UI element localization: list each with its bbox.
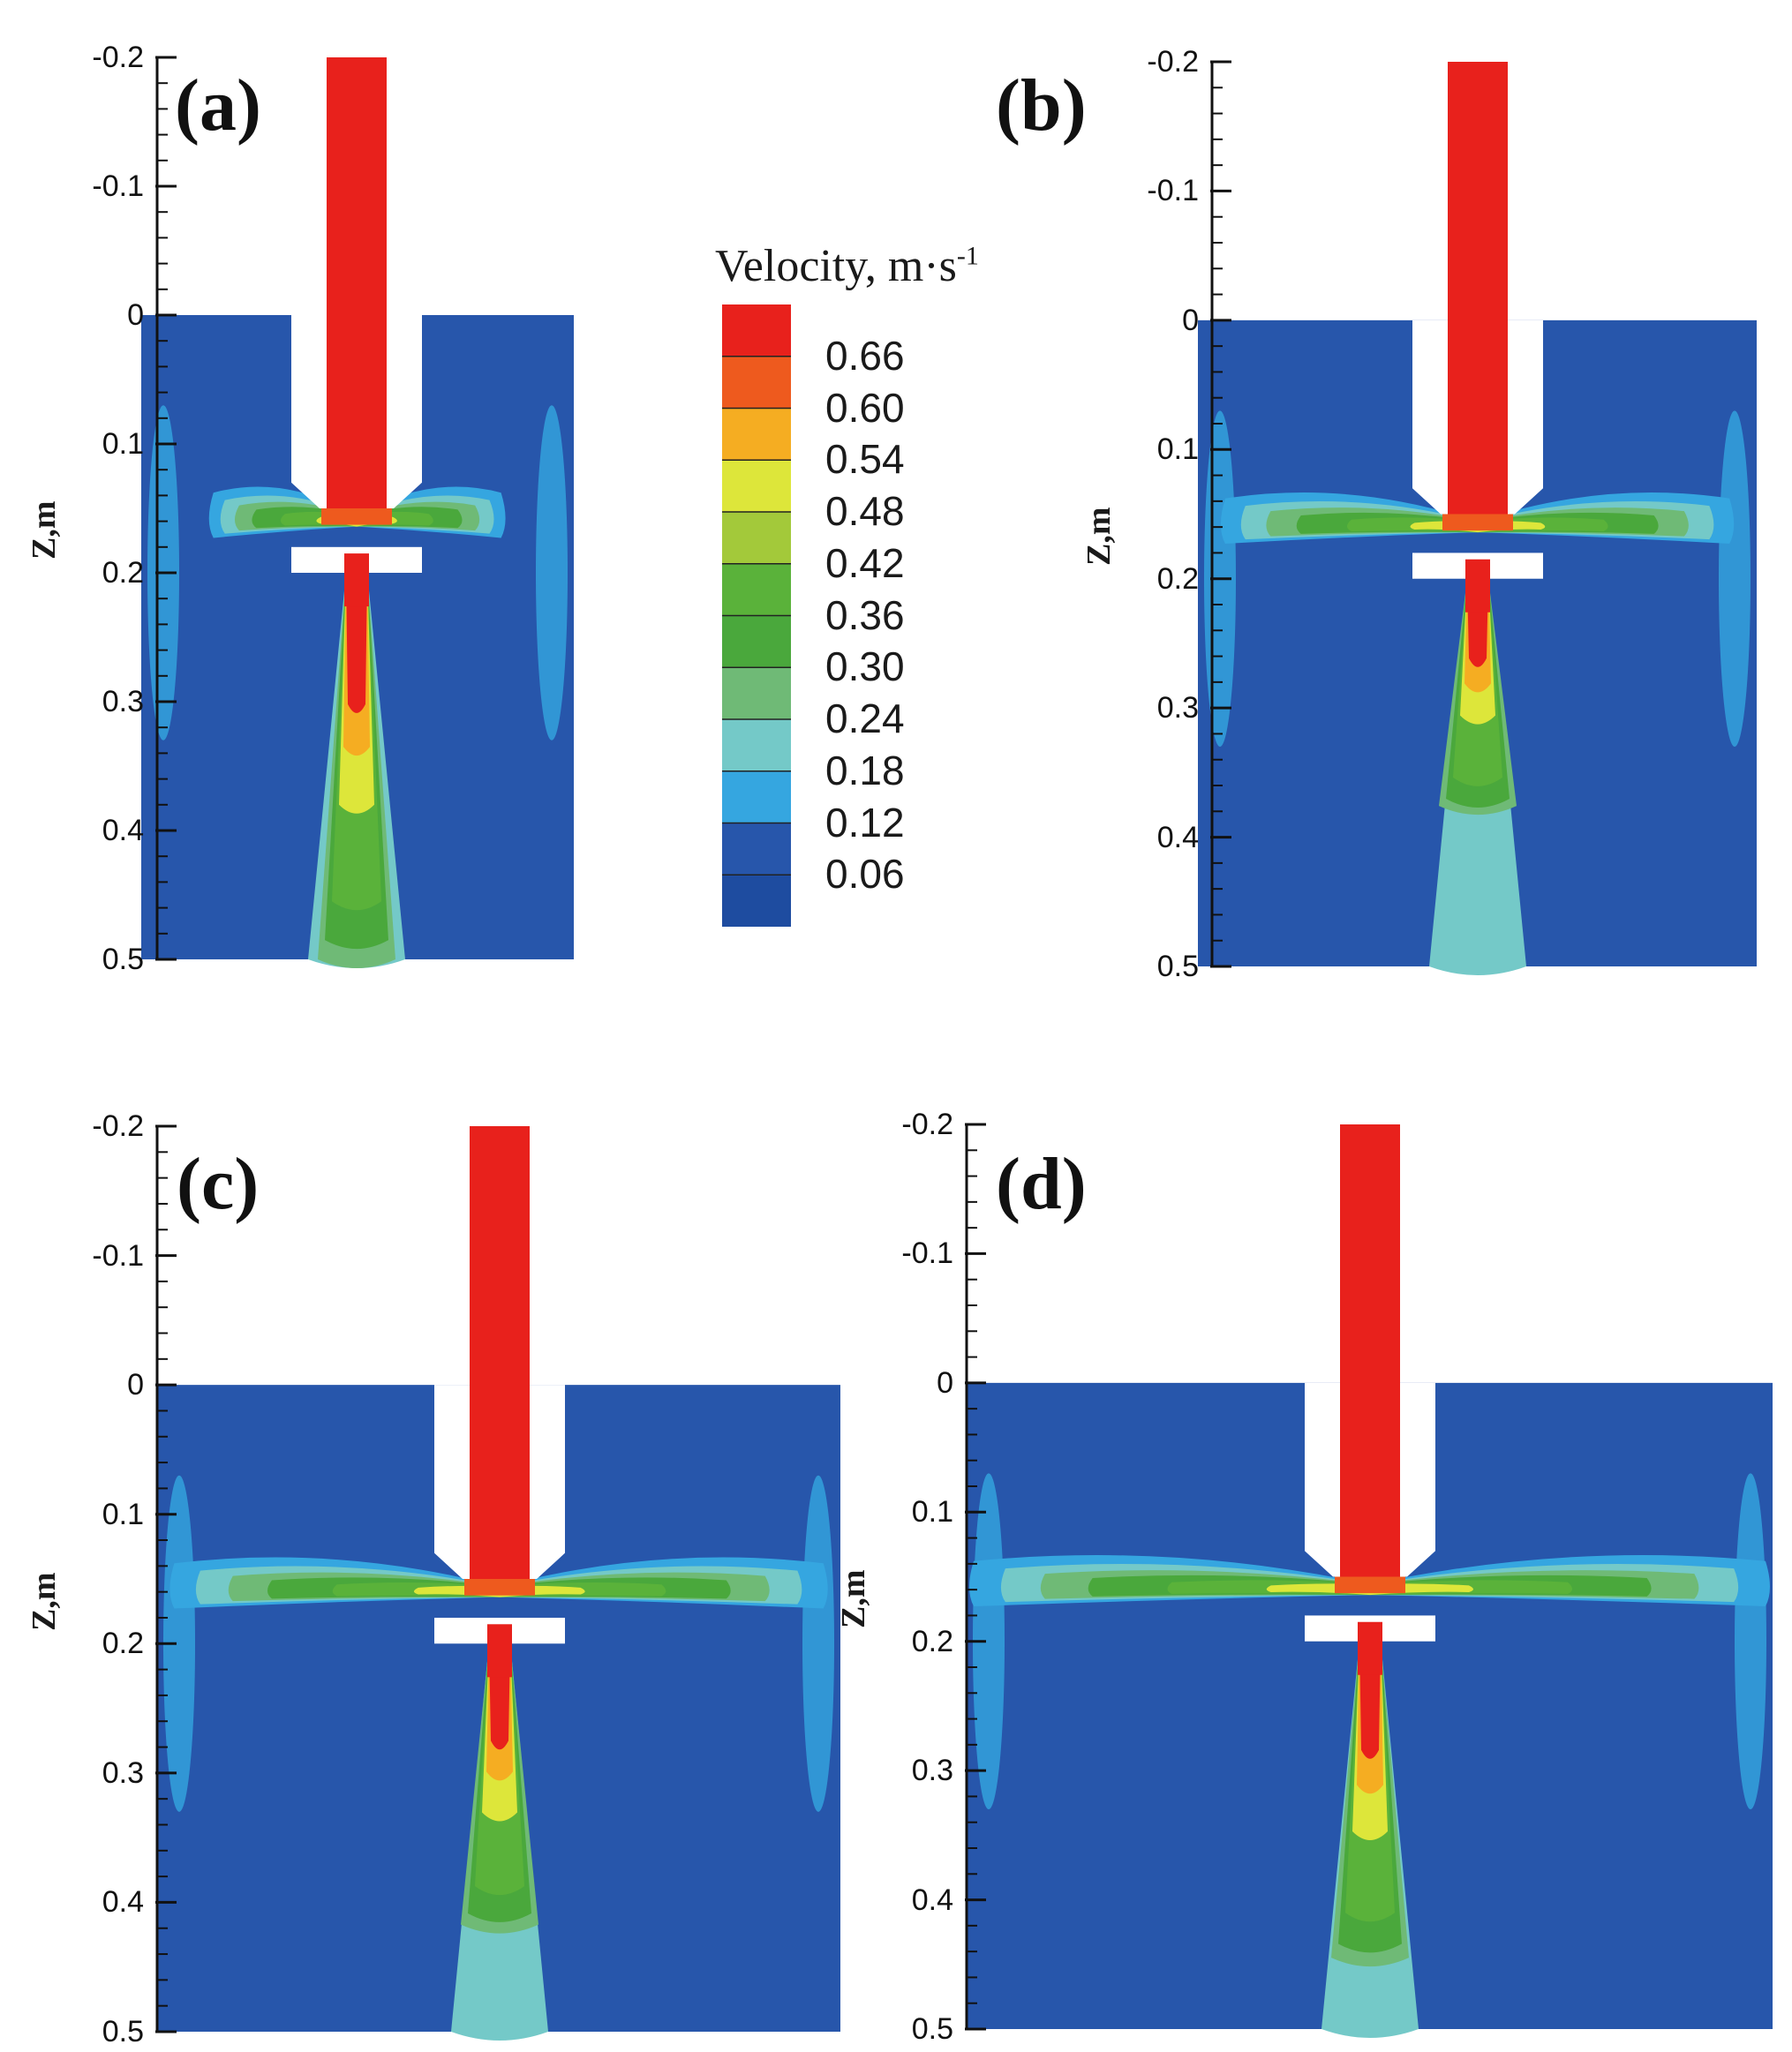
y-tick-label: 0.3 xyxy=(911,1754,953,1788)
impeller-core xyxy=(1335,1576,1405,1594)
y-tick-label: 0.1 xyxy=(911,1495,953,1530)
shaft-inflow xyxy=(1448,62,1508,515)
impeller-core xyxy=(1442,514,1513,531)
y-tick-label: 0 xyxy=(127,1368,144,1402)
colorbar-level-label: 0.24 xyxy=(825,695,905,741)
colorbar-level-label: 0.54 xyxy=(825,436,905,483)
y-tick-label: 0.5 xyxy=(102,943,144,976)
y-tick-label: 0.2 xyxy=(102,1627,144,1661)
colorbar-level-label: 0.42 xyxy=(825,539,905,586)
y-tick-label: 0.4 xyxy=(102,1885,144,1920)
impeller-core xyxy=(321,508,392,525)
colorbar-level-label: 0.48 xyxy=(825,488,905,534)
shaft-inflow xyxy=(327,57,387,508)
y-tick-label: -0.1 xyxy=(1147,174,1199,208)
colorbar-level-label: 0.66 xyxy=(825,332,905,379)
colorbar-title-text: Velocity, xyxy=(715,241,877,291)
colorbar-level-label: 0.06 xyxy=(825,851,905,898)
colorbar-swatch xyxy=(722,460,791,513)
y-tick-label: -0.2 xyxy=(92,41,144,74)
y-tick-label: 0.3 xyxy=(102,1755,144,1790)
wall-flow-band xyxy=(163,1475,195,1812)
y-tick-label: 0.4 xyxy=(102,814,144,847)
y-tick-label: 0.5 xyxy=(1156,950,1199,983)
panel-label: (a) xyxy=(175,64,261,147)
colorbar-unit: m·s xyxy=(887,241,957,291)
axial-jet xyxy=(346,573,367,713)
wall-flow-band xyxy=(973,1473,1005,1810)
y-tick-label: -0.1 xyxy=(92,169,144,203)
y-tick-label: 0.1 xyxy=(102,1497,144,1531)
colorbar-swatch xyxy=(722,304,791,357)
colorbar-level-label: 0.30 xyxy=(825,643,905,690)
axial-jet-core xyxy=(487,1624,512,1678)
colorbar-level-label: 0.36 xyxy=(825,591,905,638)
colorbar-swatch xyxy=(722,563,791,616)
y-tick-label: -0.2 xyxy=(92,1109,144,1143)
colorbar-title: Velocity, m·s-1 xyxy=(715,240,979,292)
impeller-core xyxy=(464,1579,535,1596)
y-tick-label: -0.1 xyxy=(901,1236,953,1271)
colorbar-swatch xyxy=(722,615,791,668)
colorbar-swatch xyxy=(722,512,791,565)
colorbar-level-label: 0.12 xyxy=(825,799,905,846)
y-tick-label: -0.2 xyxy=(1147,45,1199,79)
colorbar-swatch xyxy=(722,719,791,772)
colorbar-swatch xyxy=(722,667,791,720)
colorbar-unit-exponent: -1 xyxy=(956,241,979,271)
panel-label: (d) xyxy=(996,1143,1087,1225)
panel-label: (c) xyxy=(177,1143,260,1225)
colorbar-level-label: 0.60 xyxy=(825,384,905,431)
shaft-inflow xyxy=(470,1126,530,1579)
y-tick-label: 0.2 xyxy=(911,1624,953,1658)
y-tick-label: 0.2 xyxy=(1156,561,1199,596)
wall-flow-band xyxy=(802,1475,834,1812)
y-tick-label: 0 xyxy=(127,298,144,332)
wall-flow-band xyxy=(536,405,568,740)
y-tick-label: -0.1 xyxy=(92,1238,144,1273)
y-tick-label: 0 xyxy=(937,1365,953,1400)
wall-flow-band xyxy=(1719,410,1751,748)
y-tick-label: 0.1 xyxy=(102,427,144,461)
axial-jet-core xyxy=(1465,559,1490,613)
panel-label: (b) xyxy=(996,64,1087,147)
y-tick-label: 0.4 xyxy=(1156,820,1199,854)
shaft-inflow xyxy=(1340,1124,1400,1577)
axial-jet-core xyxy=(1358,1621,1382,1675)
y-tick-label: 0.1 xyxy=(1156,432,1199,467)
colorbar-swatch xyxy=(722,356,791,409)
y-tick-label: 0.4 xyxy=(911,1883,953,1917)
colorbar-swatch xyxy=(722,875,791,927)
y-tick-label: 0.2 xyxy=(102,556,144,590)
colorbar-level-label: 0.18 xyxy=(825,747,905,793)
y-tick-label: 0.3 xyxy=(102,685,144,718)
y-tick-label: -0.2 xyxy=(901,1108,953,1141)
colorbar-swatch xyxy=(722,408,791,461)
colorbar-swatch xyxy=(722,823,791,876)
colorbar-swatch xyxy=(722,770,791,823)
colorbar xyxy=(722,304,791,927)
y-tick-label: 0.3 xyxy=(1156,691,1199,725)
wall-flow-band xyxy=(1735,1473,1766,1810)
y-tick-label: 0 xyxy=(1182,303,1199,337)
y-tick-label: 0.5 xyxy=(102,2015,144,2048)
y-axis-title: Z,m xyxy=(835,1569,872,1629)
axial-jet-core xyxy=(344,553,369,607)
y-tick-label: 0.5 xyxy=(911,2012,953,2046)
